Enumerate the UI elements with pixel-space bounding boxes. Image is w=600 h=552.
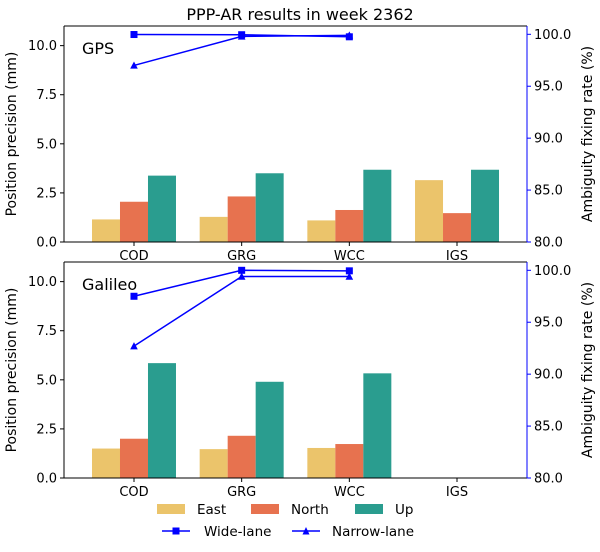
marker-galileo-narrow-lane-cod <box>130 342 138 350</box>
ytick-right-label-galileo: 95.0 <box>534 316 563 331</box>
xtick-label-galileo-grg: GRG <box>227 485 256 500</box>
bar-galileo-cod-east <box>92 448 120 478</box>
line-galileo-narrow-lane <box>133 275 350 347</box>
bar-gps-wcc-north <box>335 209 364 242</box>
legend-label-up: Up <box>395 502 413 518</box>
legend-marker-narrow-lane <box>302 527 310 535</box>
ylabel-right-galileo: Ambiguity fixing rate (%) <box>580 282 596 458</box>
ytick-right-label-galileo: 100.0 <box>534 264 571 279</box>
ytick-label-galileo: 5.0 <box>36 373 57 388</box>
bar-gps-igs-east <box>415 180 444 242</box>
line-gps-narrow-lane <box>133 34 350 67</box>
bar-galileo-wcc-north <box>335 444 364 478</box>
ytick-right-label-gps: 90.0 <box>534 132 563 147</box>
bar-galileo-wcc-east <box>307 447 336 478</box>
ytick-right-label-gps: 80.0 <box>534 236 563 251</box>
xtick-label-gps-cod: COD <box>119 249 148 264</box>
xtick-label-galileo-wcc: WCC <box>334 485 365 500</box>
bar-gps-grg-north <box>227 196 256 242</box>
marker-gps-narrow-lane-wcc <box>345 31 354 39</box>
legend-swatch-north <box>251 504 279 514</box>
ytick-label-gps: 5.0 <box>36 137 57 152</box>
legend: East North Up Wide-lane Narrow-lane <box>157 502 414 540</box>
axes-frame-gps <box>63 25 528 243</box>
bar-galileo-wcc-up <box>363 373 392 478</box>
marker-galileo-narrow-lane-wcc <box>345 272 354 280</box>
ylabel-left-galileo: Position precision (mm) <box>4 288 20 453</box>
legend-label-wide-lane: Wide-lane <box>204 524 271 540</box>
marker-galileo-wide-lane-cod <box>130 292 138 300</box>
legend-label-north: North <box>291 502 329 518</box>
legend-marker-wide-lane <box>172 527 180 535</box>
bar-galileo-grg-north <box>227 435 256 478</box>
bar-galileo-grg-east <box>199 449 228 478</box>
legend-swatch-up <box>355 504 383 514</box>
bar-galileo-grg-up <box>255 381 284 478</box>
axes-frame-galileo <box>63 261 528 479</box>
bar-galileo-cod-north <box>119 438 148 478</box>
xtick-label-galileo-cod: COD <box>119 485 148 500</box>
chart-title: PPP-AR results in week 2362 <box>186 5 413 24</box>
ytick-right-label-gps: 100.0 <box>534 28 571 43</box>
ytick-right-label-galileo: 80.0 <box>534 472 563 487</box>
panel-label-gps: GPS <box>82 39 114 58</box>
panel-gps: 0.0 2.5 5.0 7.5 10.0 80.0 85.0 90.0 95.0 100.0 COD… <box>4 25 596 264</box>
ytick-label-galileo: 7.5 <box>36 324 57 339</box>
ytick-label-gps: 0.0 <box>36 236 57 251</box>
ytick-right-label-gps: 95.0 <box>534 80 563 95</box>
ytick-label-gps: 2.5 <box>36 186 57 201</box>
xtick-label-galileo-igs: IGS <box>446 485 468 500</box>
bar-galileo-cod-up <box>147 363 176 478</box>
bar-gps-igs-north <box>443 213 472 242</box>
bar-gps-grg-east <box>199 216 228 242</box>
bar-gps-cod-north <box>119 201 148 242</box>
panel-label-galileo: Galileo <box>82 275 137 294</box>
marker-gps-narrow-lane-grg <box>237 32 246 40</box>
ylabel-left-gps: Position precision (mm) <box>4 52 20 217</box>
legend-swatch-east <box>157 504 185 514</box>
ytick-right-label-galileo: 85.0 <box>534 420 563 435</box>
ytick-right-label-galileo: 90.0 <box>534 368 563 383</box>
legend-label-east: East <box>197 502 226 518</box>
bar-gps-wcc-east <box>307 220 336 242</box>
marker-galileo-wide-lane-grg <box>238 266 246 274</box>
marker-galileo-wide-lane-wcc <box>345 267 353 275</box>
legend-label-narrow-lane: Narrow-lane <box>332 524 414 540</box>
ytick-label-gps: 7.5 <box>36 88 57 103</box>
panel-galileo: 0.0 2.5 5.0 7.5 10.0 80.0 85.0 90.0 95.0 100.0 COD… <box>4 261 596 500</box>
xtick-label-gps-wcc: WCC <box>334 249 365 264</box>
bar-gps-wcc-up <box>363 169 392 242</box>
xtick-label-gps-grg: GRG <box>227 249 256 264</box>
ytick-label-gps: 10.0 <box>28 39 57 54</box>
bar-gps-igs-up <box>471 169 500 242</box>
ytick-label-galileo: 10.0 <box>28 275 57 290</box>
bar-gps-grg-up <box>255 173 284 242</box>
bar-gps-cod-east <box>92 219 120 242</box>
ytick-label-galileo: 2.5 <box>36 422 57 437</box>
ytick-right-label-gps: 85.0 <box>534 184 563 199</box>
ylabel-right-gps: Ambiguity fixing rate (%) <box>580 46 596 222</box>
marker-gps-wide-lane-cod <box>130 31 138 39</box>
marker-galileo-narrow-lane-grg <box>237 272 246 280</box>
ytick-label-galileo: 0.0 <box>36 472 57 487</box>
marker-gps-narrow-lane-cod <box>130 61 138 69</box>
xtick-label-gps-igs: IGS <box>446 249 468 264</box>
bar-gps-cod-up <box>147 175 176 242</box>
